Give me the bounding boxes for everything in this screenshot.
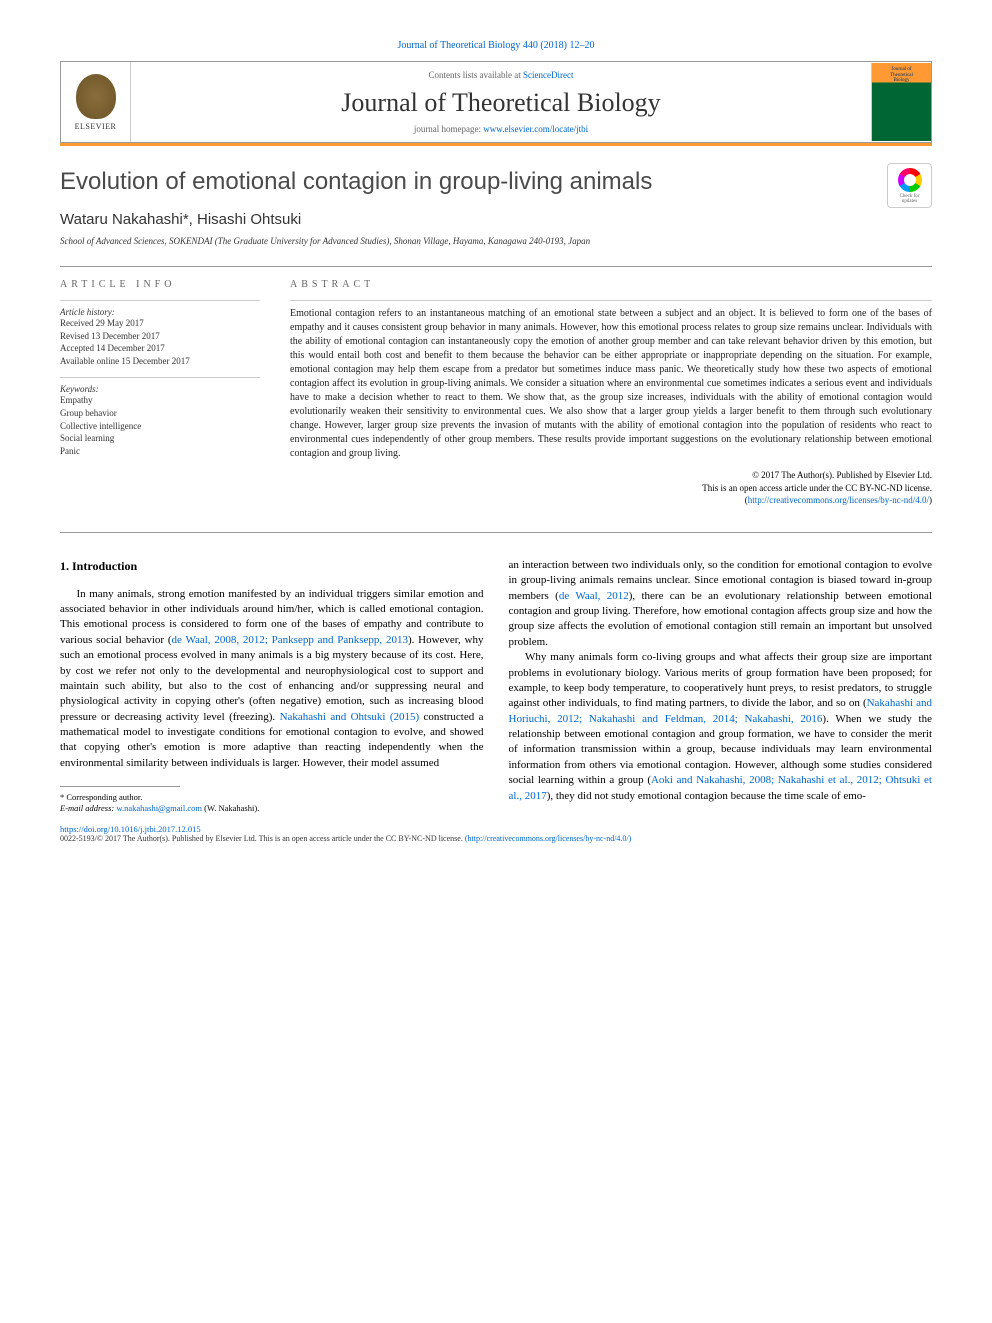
- body-column-right: an interaction between two individuals o…: [509, 558, 933, 815]
- journal-reference: Journal of Theoretical Biology 440 (2018…: [60, 40, 932, 51]
- body-paragraph: an interaction between two individuals o…: [509, 558, 933, 650]
- keywords-label: Keywords:: [60, 384, 260, 394]
- copyright-block: © 2017 The Author(s). Published by Elsev…: [290, 469, 932, 507]
- abstract-column: ABSTRACT Emotional contagion refers to a…: [290, 279, 932, 517]
- body-columns: 1. Introduction In many animals, strong …: [60, 558, 932, 815]
- keyword: Group behavior: [60, 407, 260, 420]
- doi-link[interactable]: https://doi.org/10.1016/j.jtbi.2017.12.0…: [60, 824, 201, 834]
- abstract-text: Emotional contagion refers to an instant…: [290, 307, 932, 461]
- body-column-left: 1. Introduction In many animals, strong …: [60, 558, 484, 815]
- body-paragraph: In many animals, strong emotion manifest…: [60, 587, 484, 772]
- homepage-text: journal homepage:: [414, 124, 483, 134]
- section-heading: 1. Introduction: [60, 558, 484, 575]
- bottom-copyright: 0022-5193/© 2017 The Author(s). Publishe…: [60, 834, 932, 844]
- journal-cover-thumbnail: Journal of Theoretical Biology: [871, 63, 931, 141]
- elsevier-logo: ELSEVIER: [61, 62, 131, 142]
- email-label: E-mail address:: [60, 803, 114, 813]
- body-paragraph: Why many animals form co-living groups a…: [509, 650, 933, 804]
- homepage-link[interactable]: www.elsevier.com/locate/jtbi: [483, 124, 588, 134]
- header-center: Contents lists available at ScienceDirec…: [131, 62, 871, 142]
- cover-text-3: Biology: [893, 78, 909, 84]
- crossmark-badge[interactable]: Check forupdates: [887, 163, 932, 208]
- history-block: Article history: Received 29 May 2017 Re…: [60, 300, 260, 367]
- revised-line: Revised 13 December 2017: [60, 330, 260, 343]
- bottom-license-link[interactable]: (http://creativecommons.org/licenses/by-…: [465, 834, 631, 843]
- journal-name: Journal of Theoretical Biology: [131, 88, 871, 118]
- citation-link[interactable]: de Waal, 2008, 2012; Panksepp and Pankse…: [172, 634, 408, 646]
- doi-line: https://doi.org/10.1016/j.jtbi.2017.12.0…: [60, 824, 932, 834]
- sciencedirect-link[interactable]: ScienceDirect: [523, 70, 573, 80]
- orange-divider: [60, 143, 932, 146]
- elsevier-text: ELSEVIER: [75, 122, 117, 131]
- info-heading: ARTICLE INFO: [60, 279, 260, 290]
- crossmark-text: Check forupdates: [900, 194, 920, 204]
- divider-bottom: [60, 532, 932, 533]
- page-container: Journal of Theoretical Biology 440 (2018…: [0, 0, 992, 875]
- received-line: Received 29 May 2017: [60, 317, 260, 330]
- keywords-block: Keywords: Empathy Group behavior Collect…: [60, 377, 260, 457]
- email-link[interactable]: w.nakahashi@gmail.com: [116, 803, 202, 813]
- divider-top: [60, 266, 932, 267]
- footnote-separator: [60, 786, 180, 787]
- keyword: Panic: [60, 445, 260, 458]
- citation-link[interactable]: Nakahashi and Ohtsuki (2015): [280, 711, 420, 723]
- email-name: (W. Nakahashi).: [204, 803, 259, 813]
- elsevier-tree-icon: [76, 74, 116, 119]
- keyword: Social learning: [60, 432, 260, 445]
- info-abstract-row: ARTICLE INFO Article history: Received 2…: [60, 279, 932, 517]
- abstract-heading: ABSTRACT: [290, 279, 932, 290]
- online-line: Available online 15 December 2017: [60, 355, 260, 368]
- citation-link[interactable]: de Waal, 2012: [559, 590, 629, 602]
- copyright-line2: This is an open access article under the…: [702, 483, 932, 493]
- history-label: Article history:: [60, 307, 260, 317]
- corresponding-author-note: * Corresponding author.: [60, 792, 484, 803]
- article-title: Evolution of emotional contagion in grou…: [60, 168, 932, 196]
- keyword: Collective intelligence: [60, 420, 260, 433]
- header-box: ELSEVIER Contents lists available at Sci…: [60, 61, 932, 143]
- journal-ref-link[interactable]: Journal of Theoretical Biology 440 (2018…: [397, 40, 594, 51]
- article-info-column: ARTICLE INFO Article history: Received 2…: [60, 279, 260, 517]
- abstract-block: Emotional contagion refers to an instant…: [290, 300, 932, 507]
- homepage-line: journal homepage: www.elsevier.com/locat…: [131, 124, 871, 134]
- keyword: Empathy: [60, 394, 260, 407]
- license-link[interactable]: http://creativecommons.org/licenses/by-n…: [748, 495, 929, 505]
- copyright-line1: © 2017 The Author(s). Published by Elsev…: [752, 470, 932, 480]
- authors: Wataru Nakahashi*, Hisashi Ohtsuki: [60, 211, 932, 228]
- crossmark-icon: [898, 168, 922, 192]
- affiliation: School of Advanced Sciences, SOKENDAI (T…: [60, 236, 932, 246]
- email-footnote: E-mail address: w.nakahashi@gmail.com (W…: [60, 803, 484, 814]
- contents-text: Contents lists available at: [429, 70, 523, 80]
- contents-line: Contents lists available at ScienceDirec…: [131, 70, 871, 80]
- accepted-line: Accepted 14 December 2017: [60, 342, 260, 355]
- issn-text: 0022-5193/© 2017 The Author(s). Publishe…: [60, 834, 465, 843]
